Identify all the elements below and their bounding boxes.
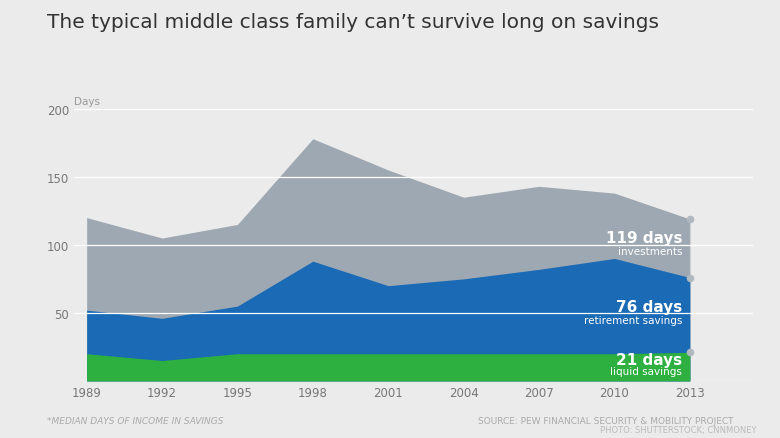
- Text: SOURCE: PEW FINANCIAL SECURITY & MOBILITY PROJECT: SOURCE: PEW FINANCIAL SECURITY & MOBILIT…: [477, 416, 733, 425]
- Text: investments: investments: [618, 247, 682, 256]
- Text: Days: Days: [74, 97, 100, 107]
- Text: 119 days: 119 days: [606, 230, 682, 245]
- Text: 21 days: 21 days: [616, 353, 682, 367]
- Text: retirement savings: retirement savings: [584, 316, 682, 325]
- Text: PHOTO: SHUTTERSTOCK; CNNMONEY: PHOTO: SHUTTERSTOCK; CNNMONEY: [600, 424, 757, 434]
- Text: liquid savings: liquid savings: [611, 366, 682, 376]
- Text: The typical middle class family can’t survive long on savings: The typical middle class family can’t su…: [47, 13, 659, 32]
- Text: 76 days: 76 days: [616, 300, 682, 314]
- Text: *MEDIAN DAYS OF INCOME IN SAVINGS: *MEDIAN DAYS OF INCOME IN SAVINGS: [47, 416, 223, 425]
